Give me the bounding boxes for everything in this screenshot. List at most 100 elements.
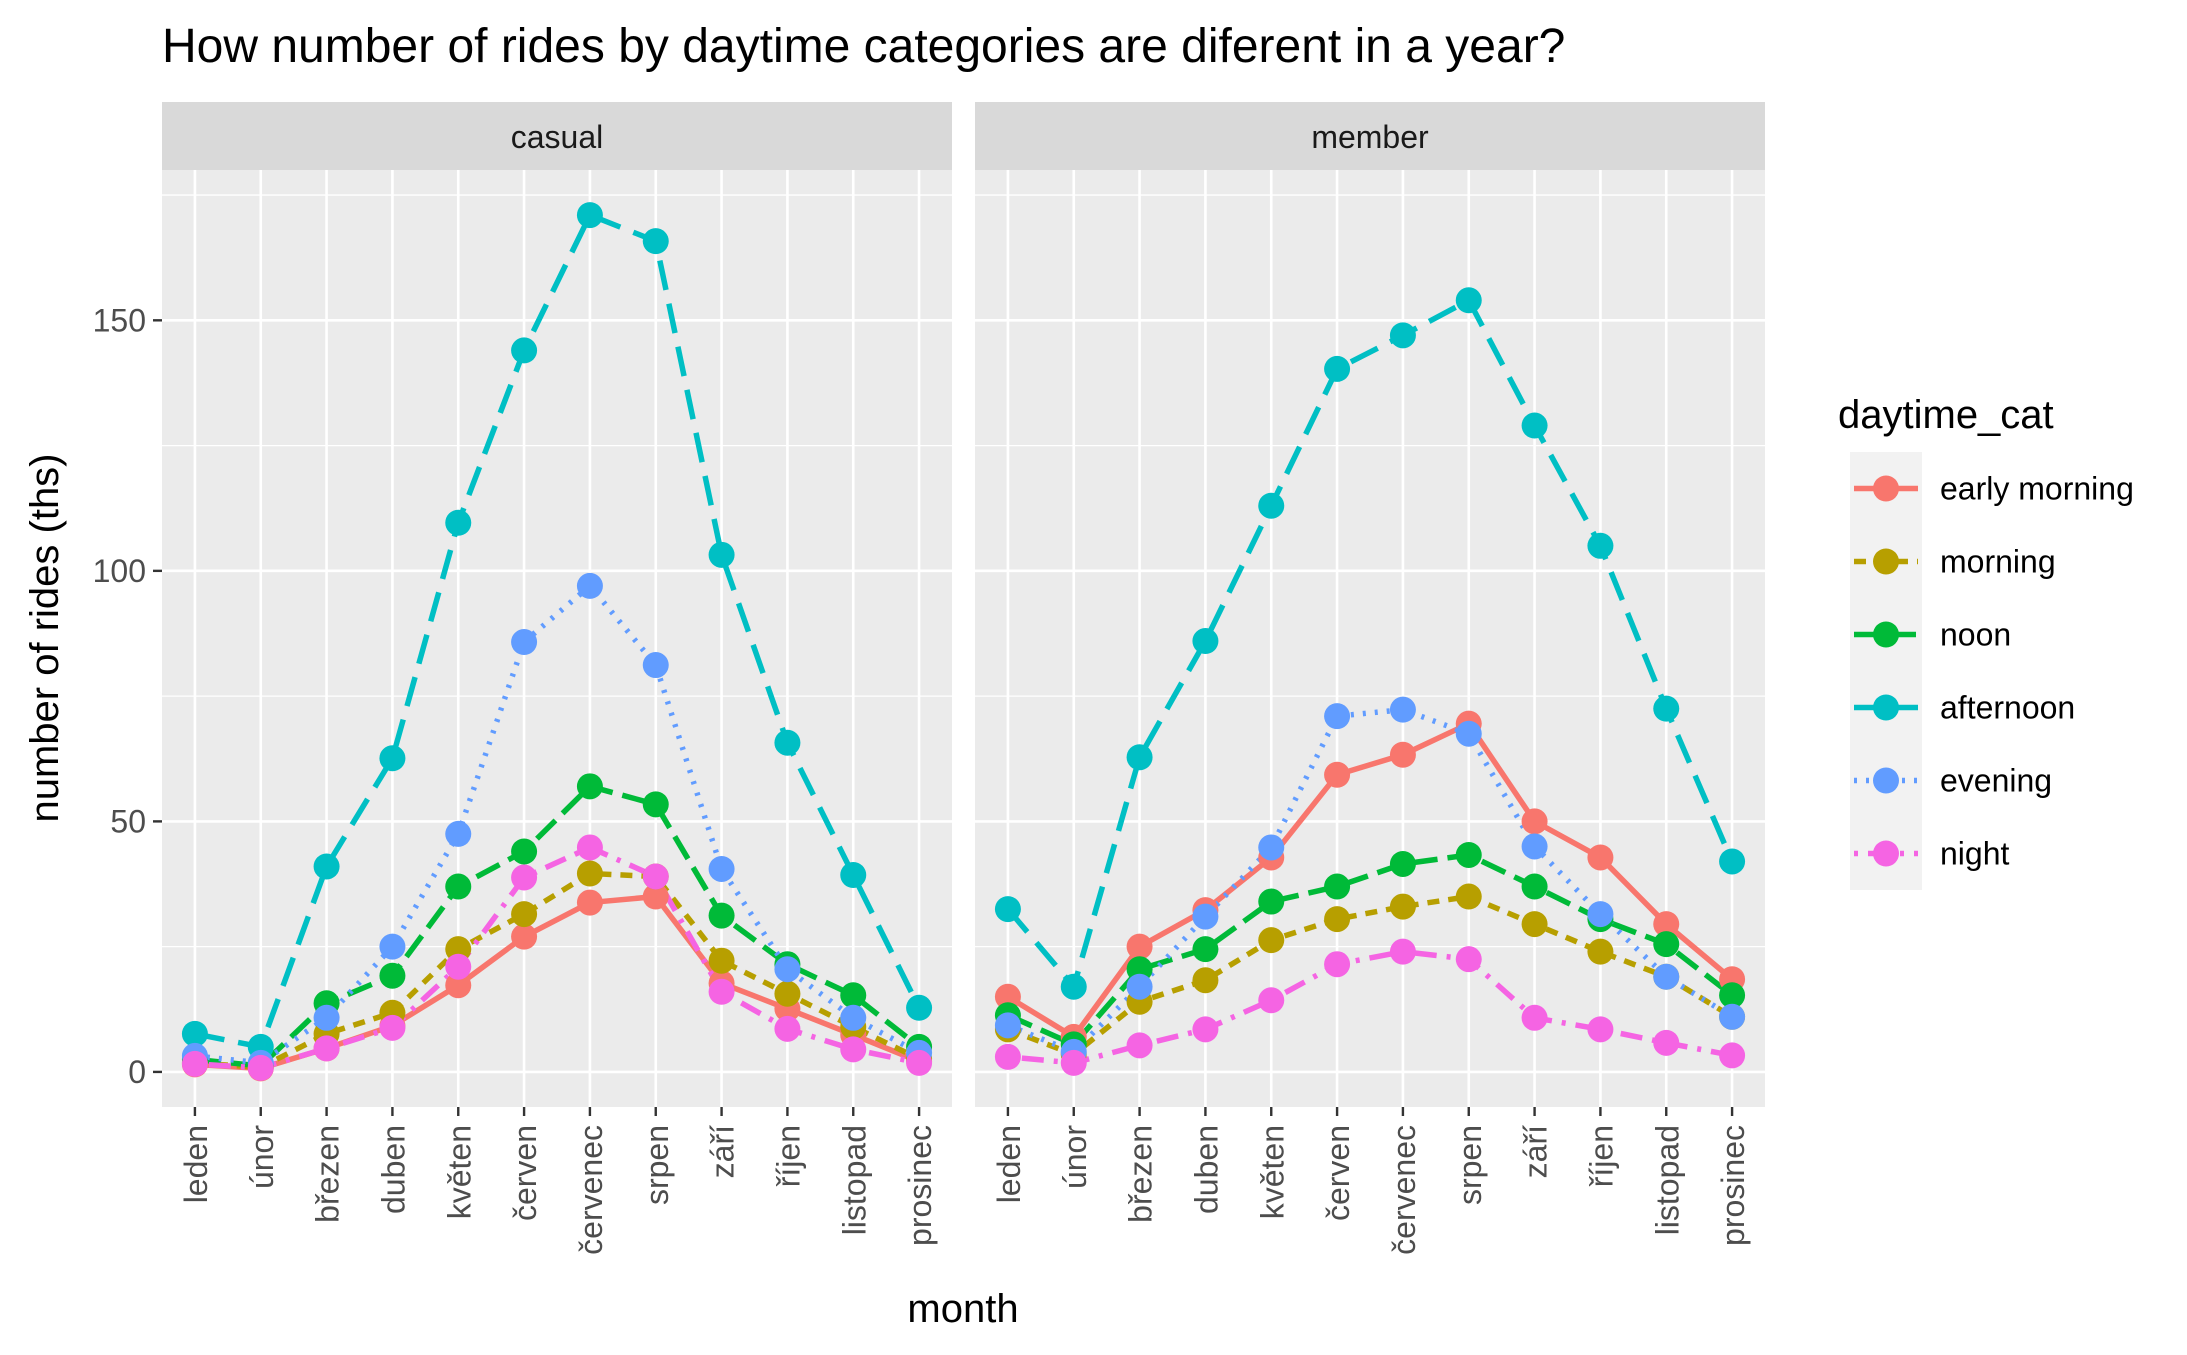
x-tick-label: květen (1254, 1125, 1290, 1219)
legend-item: night (1850, 817, 2010, 890)
data-point-noon (1653, 931, 1680, 958)
data-point-evening (1521, 833, 1548, 860)
y-tick-label: 0 (128, 1054, 146, 1090)
data-point-early-morning (576, 889, 603, 916)
data-point-noon (1455, 841, 1482, 868)
data-point-evening (708, 855, 735, 882)
data-point-night (445, 953, 472, 980)
data-point-afternoon (642, 228, 669, 255)
x-tick-label: duben (1188, 1125, 1224, 1214)
data-point-noon (1324, 873, 1351, 900)
data-point-afternoon (708, 541, 735, 568)
legend-item: noon (1850, 598, 2011, 671)
data-point-evening (1653, 963, 1680, 990)
data-point-afternoon (1455, 287, 1482, 314)
data-point-night (1455, 946, 1482, 973)
data-point-morning (576, 860, 603, 887)
data-point-noon (445, 873, 472, 900)
legend-key-point (1873, 840, 1899, 867)
data-point-afternoon (445, 509, 472, 536)
data-point-afternoon (1324, 355, 1351, 382)
data-point-evening (1126, 973, 1153, 1000)
legend-item: evening (1850, 744, 2052, 817)
data-point-afternoon (1521, 412, 1548, 439)
data-point-afternoon (1192, 628, 1219, 655)
data-point-morning (1324, 906, 1351, 933)
x-tick-label: červenec (1386, 1125, 1422, 1255)
series-line-early-morning (1006, 720, 1734, 1040)
data-point-night (511, 864, 538, 891)
legend-item: early morning (1850, 452, 2134, 525)
data-point-afternoon (1587, 532, 1614, 559)
panel-background (975, 170, 1765, 1107)
legend-label: evening (1940, 763, 2052, 799)
legend-key-point (1873, 767, 1899, 794)
data-point-noon (1258, 888, 1285, 915)
panel-member: member leden únor březen duben květen červen če… (975, 102, 1765, 1255)
data-point-night (774, 1015, 801, 1042)
data-point-night (1126, 1032, 1153, 1059)
x-tick-label: říjen (770, 1125, 806, 1187)
series-line-afternoon (1005, 297, 1735, 990)
data-point-evening (511, 629, 538, 656)
data-point-afternoon (181, 1020, 208, 1047)
data-point-morning (1455, 883, 1482, 910)
data-point-morning (511, 901, 538, 928)
data-point-evening (576, 572, 603, 599)
data-point-evening (1719, 1003, 1746, 1030)
legend-label: noon (1940, 617, 2011, 653)
data-point-early-morning (1653, 911, 1680, 938)
data-point-evening (1324, 703, 1351, 730)
data-point-morning (1587, 938, 1614, 965)
data-point-afternoon (313, 853, 340, 880)
data-point-evening (774, 956, 801, 983)
data-point-morning (1521, 911, 1548, 938)
x-tick-label: duben (375, 1125, 411, 1214)
data-point-noon (1192, 936, 1219, 963)
x-tick-label: leden (991, 1125, 1027, 1203)
data-point-afternoon (1389, 322, 1416, 349)
data-point-evening (1258, 834, 1285, 861)
data-point-morning (774, 980, 801, 1007)
data-point-night (576, 834, 603, 861)
y-tick-label: 50 (110, 803, 146, 839)
data-point-night (313, 1035, 340, 1062)
data-point-night (906, 1049, 933, 1076)
data-point-night (840, 1036, 867, 1063)
x-tick-label: březen (1123, 1125, 1159, 1223)
data-point-noon (511, 838, 538, 865)
x-tick-label: prosinec (902, 1125, 938, 1246)
panels-layer: casual 0 50 100 150 leden únor březen duben květe… (93, 102, 1765, 1255)
data-point-early-morning (445, 972, 472, 999)
data-point-evening (1587, 901, 1614, 928)
x-tick-label: srpen (639, 1125, 675, 1205)
data-point-noon (642, 791, 669, 818)
x-tick-label: září (705, 1125, 741, 1178)
data-point-morning (708, 947, 735, 974)
data-point-afternoon (1126, 744, 1153, 771)
x-tick-label: březen (310, 1125, 346, 1223)
data-point-evening (1192, 903, 1219, 930)
data-point-early-morning (642, 883, 669, 910)
data-point-night (1258, 987, 1285, 1014)
legend-item: afternoon (1850, 671, 2075, 744)
x-tick-label: červen (507, 1125, 543, 1221)
panel-strip-label: casual (511, 119, 604, 155)
data-point-night (1060, 1049, 1087, 1076)
data-point-night (1192, 1016, 1219, 1043)
data-point-afternoon (576, 202, 603, 229)
chart-title: How number of rides by daytime categorie… (162, 20, 1565, 73)
legend-key-point (1873, 475, 1899, 502)
data-point-afternoon (994, 896, 1021, 923)
data-point-afternoon (379, 745, 406, 772)
legend-item: morning (1850, 525, 2056, 598)
data-point-early-morning (1389, 741, 1416, 768)
x-tick-label: únor (244, 1125, 280, 1189)
data-point-morning (1192, 967, 1219, 994)
legend-key-point (1873, 694, 1899, 721)
data-point-early-morning (1324, 761, 1351, 788)
data-point-evening (1455, 720, 1482, 747)
data-point-night (1324, 951, 1351, 978)
